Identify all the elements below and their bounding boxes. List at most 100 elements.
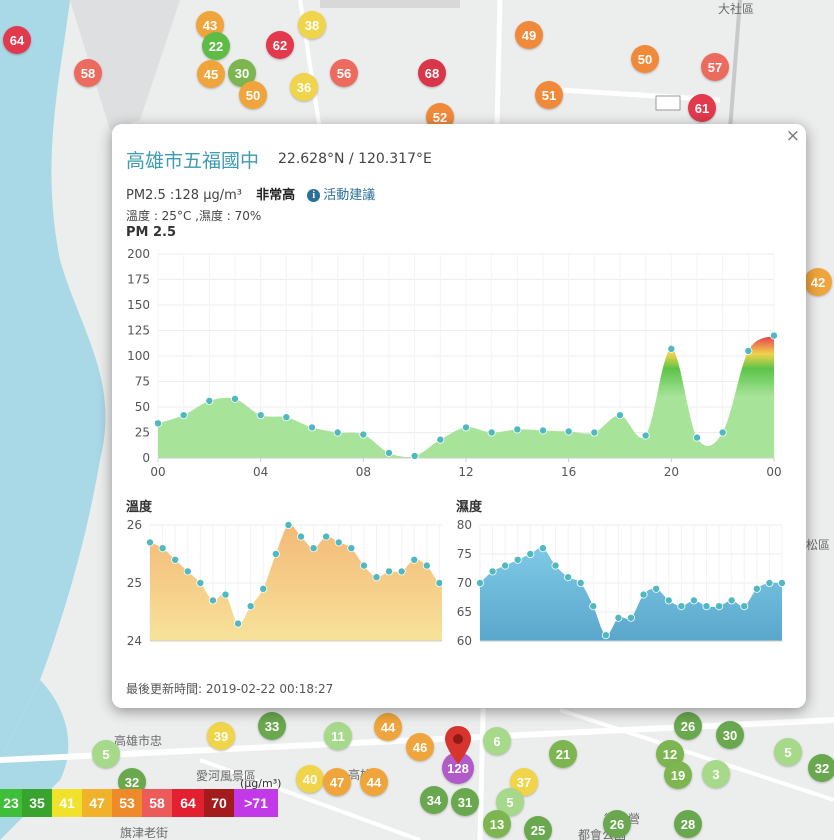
data-point[interactable] — [501, 561, 510, 570]
data-point[interactable] — [461, 423, 470, 432]
data-point[interactable] — [234, 619, 243, 628]
station-marker[interactable]: 51 — [535, 81, 563, 109]
data-point[interactable] — [765, 579, 774, 588]
station-marker[interactable]: 33 — [258, 712, 286, 740]
data-point[interactable] — [526, 550, 535, 559]
station-marker[interactable]: 46 — [406, 733, 434, 761]
data-point[interactable] — [615, 411, 624, 420]
station-marker[interactable]: 32 — [808, 754, 834, 782]
data-point[interactable] — [208, 596, 217, 605]
data-point[interactable] — [589, 602, 598, 611]
data-point[interactable] — [576, 579, 585, 588]
data-point[interactable] — [333, 428, 342, 437]
data-point[interactable] — [158, 544, 167, 553]
station-marker[interactable]: 34 — [420, 786, 448, 814]
close-icon[interactable]: × — [785, 126, 800, 146]
station-marker[interactable]: 64 — [3, 26, 31, 54]
station-marker[interactable]: 56 — [330, 59, 358, 87]
data-point[interactable] — [384, 448, 393, 457]
data-point[interactable] — [551, 561, 560, 570]
station-marker[interactable]: 58 — [74, 59, 102, 87]
data-point[interactable] — [777, 579, 786, 588]
data-point[interactable] — [334, 538, 343, 547]
station-marker[interactable]: 5 — [774, 738, 802, 766]
data-point[interactable] — [397, 567, 406, 576]
data-point[interactable] — [538, 544, 547, 553]
data-point[interactable] — [385, 567, 394, 576]
data-point[interactable] — [693, 433, 702, 442]
data-point[interactable] — [259, 584, 268, 593]
data-point[interactable] — [307, 423, 316, 432]
station-marker[interactable]: 62 — [266, 31, 294, 59]
station-marker[interactable]: 6 — [483, 727, 511, 755]
data-point[interactable] — [538, 426, 547, 435]
station-marker[interactable]: 50 — [239, 81, 267, 109]
station-marker[interactable]: 68 — [418, 59, 446, 87]
data-point[interactable] — [171, 555, 180, 564]
station-marker[interactable]: 28 — [674, 810, 702, 838]
data-point[interactable] — [372, 573, 381, 582]
station-marker[interactable]: 25 — [524, 816, 552, 840]
data-point[interactable] — [476, 579, 485, 588]
data-point[interactable] — [410, 555, 419, 564]
data-point[interactable] — [744, 346, 753, 355]
data-point[interactable] — [296, 532, 305, 541]
station-marker[interactable]: 26 — [674, 712, 702, 740]
station-marker[interactable]: 50 — [631, 45, 659, 73]
data-point[interactable] — [436, 435, 445, 444]
station-marker[interactable]: 57 — [701, 53, 729, 81]
data-point[interactable] — [246, 602, 255, 611]
station-marker[interactable]: 61 — [688, 94, 716, 122]
data-point[interactable] — [667, 344, 676, 353]
data-point[interactable] — [752, 584, 761, 593]
station-marker[interactable]: 13 — [483, 810, 511, 838]
data-point[interactable] — [770, 331, 779, 340]
data-point[interactable] — [652, 584, 661, 593]
station-marker[interactable]: 30 — [716, 721, 744, 749]
data-point[interactable] — [322, 532, 331, 541]
data-point[interactable] — [154, 419, 163, 428]
station-marker[interactable]: 45 — [197, 60, 225, 88]
data-point[interactable] — [590, 428, 599, 437]
station-marker[interactable]: 39 — [207, 722, 235, 750]
station-marker[interactable]: 31 — [451, 788, 479, 816]
data-point[interactable] — [221, 590, 230, 599]
station-marker[interactable]: 44 — [360, 768, 388, 796]
station-marker[interactable]: 22 — [202, 32, 230, 60]
data-point[interactable] — [664, 596, 673, 605]
station-marker[interactable]: 42 — [804, 268, 832, 296]
data-point[interactable] — [740, 602, 749, 611]
data-point[interactable] — [205, 396, 214, 405]
station-marker[interactable]: 40 — [296, 765, 324, 793]
location-pin-icon[interactable] — [445, 726, 471, 766]
data-point[interactable] — [179, 411, 188, 420]
data-point[interactable] — [422, 561, 431, 570]
station-marker[interactable]: 21 — [549, 740, 577, 768]
data-point[interactable] — [689, 596, 698, 605]
station-marker[interactable]: 49 — [515, 21, 543, 49]
data-point[interactable] — [564, 573, 573, 582]
advice-link[interactable]: i 活動建議 — [307, 188, 375, 203]
data-point[interactable] — [183, 567, 192, 576]
data-point[interactable] — [488, 567, 497, 576]
data-point[interactable] — [309, 544, 318, 553]
data-point[interactable] — [359, 561, 368, 570]
data-point[interactable] — [564, 427, 573, 436]
station-marker[interactable]: 19 — [664, 761, 692, 789]
station-marker[interactable]: 3 — [702, 760, 730, 788]
data-point[interactable] — [718, 428, 727, 437]
data-point[interactable] — [435, 579, 442, 587]
station-marker[interactable]: 11 — [324, 722, 352, 750]
data-point[interactable] — [146, 538, 155, 547]
data-point[interactable] — [702, 602, 711, 611]
station-marker[interactable]: 44 — [374, 713, 402, 741]
data-point[interactable] — [347, 544, 356, 553]
data-point[interactable] — [639, 590, 648, 599]
data-point[interactable] — [256, 411, 265, 420]
data-point[interactable] — [641, 431, 650, 440]
station-marker[interactable]: 47 — [323, 768, 351, 796]
data-point[interactable] — [282, 413, 291, 422]
temp-chart[interactable]: 24 25 26 — [112, 514, 442, 654]
selected-station-marker[interactable]: 128 — [442, 752, 474, 784]
data-point[interactable] — [271, 550, 280, 559]
